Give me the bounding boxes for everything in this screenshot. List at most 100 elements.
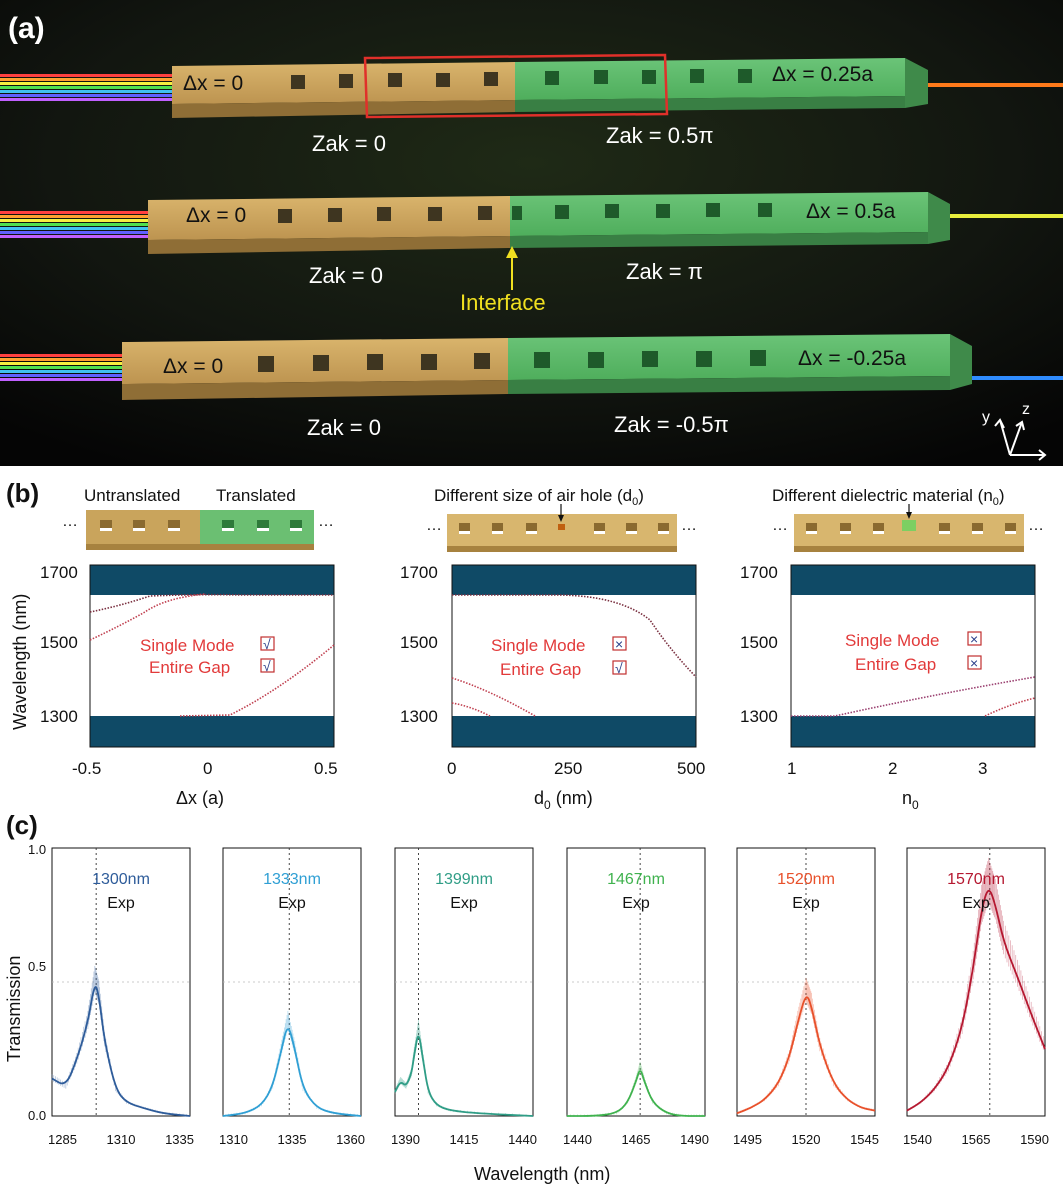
xtick-label: 1310 xyxy=(107,1132,136,1147)
xtick-label: 1440 xyxy=(508,1132,537,1147)
xtick: 0 xyxy=(447,759,456,778)
untranslated-label: Untranslated xyxy=(84,486,180,505)
entire-gap-mark-1: √ xyxy=(263,658,271,674)
ytick-1500: 1500 xyxy=(400,633,438,652)
xtick: 500 xyxy=(677,759,705,778)
row2-left-zak: Zak = 0 xyxy=(309,263,383,288)
xtick-label: 1495 xyxy=(733,1132,762,1147)
spectrum-line xyxy=(906,889,1046,1112)
band-plot-1: Single Mode √ Entire Gap √ 1700 1500 130… xyxy=(40,563,338,808)
band-plot-2: Single Mode × Entire Gap √ 1700 1500 130… xyxy=(400,563,705,812)
svg-text:…: … xyxy=(62,513,78,530)
xtick-label: 1565 xyxy=(962,1132,991,1147)
ytick-1700: 1700 xyxy=(40,563,78,582)
edge-state-upper xyxy=(89,593,334,613)
single-mode-label-2: Single Mode xyxy=(491,636,586,655)
svg-text:…: … xyxy=(772,517,788,534)
ytick-0.5: 0.5 xyxy=(28,959,46,974)
xtick-label: 1335 xyxy=(278,1132,307,1147)
xtick-label: 1310 xyxy=(219,1132,248,1147)
xtick-label: 1465 xyxy=(622,1132,651,1147)
upper-band xyxy=(791,565,1035,595)
xlabel-2: d0 (nm) xyxy=(534,788,593,812)
spectrum-panel-1: 1300nm Exp 1285 1310 1335 xyxy=(48,847,194,1147)
schematic-1: … … xyxy=(62,510,334,550)
spectrum-panel-5: 1520nm Exp 1495 1520 1545 xyxy=(733,847,879,1147)
edge-state-lower xyxy=(179,644,335,717)
upper-band xyxy=(452,565,696,595)
interface-arrowhead xyxy=(506,246,518,258)
transmission-ylabel: Transmission xyxy=(4,956,24,1062)
xtick-label: 1440 xyxy=(563,1132,592,1147)
coordinate-axes-icon xyxy=(994,418,1047,461)
spectrum-title: 1399nm xyxy=(435,871,493,888)
material-label: Different dielectric material (n0) xyxy=(772,486,1005,508)
panel-label-b: (b) xyxy=(6,478,39,508)
row1-right-zak: Zak = 0.5π xyxy=(606,123,714,148)
row1-left-zak: Zak = 0 xyxy=(312,131,386,156)
schematic-2: … … xyxy=(426,504,697,552)
transmission-xlabel: Wavelength (nm) xyxy=(474,1164,610,1184)
output-beam-2 xyxy=(950,214,1063,218)
xtick-label: 1590 xyxy=(1020,1132,1049,1147)
ytick-1300: 1300 xyxy=(40,707,78,726)
lower-band xyxy=(452,716,696,747)
output-beam-1 xyxy=(928,83,1063,87)
panel-label-c: (c) xyxy=(6,810,38,840)
xtick-label: 1520 xyxy=(792,1132,821,1147)
single-mode-mark-2: × xyxy=(615,636,623,652)
svg-text:…: … xyxy=(426,517,442,534)
spectrum-panel-3: 1399nm Exp 1390 1415 1440 xyxy=(391,847,537,1147)
single-mode-mark-1: √ xyxy=(263,636,271,652)
row1-left-dx: Δx = 0 xyxy=(183,72,243,95)
spectrum-line xyxy=(394,1035,534,1117)
single-mode-mark-3: × xyxy=(970,631,978,647)
spectrum-line xyxy=(222,1028,362,1117)
panel-label-a: (a) xyxy=(8,12,45,45)
band-ylabel: Wavelength (nm) xyxy=(10,594,30,730)
edge-state-lower xyxy=(451,702,491,717)
spectrum-subtitle: Exp xyxy=(107,895,135,912)
ytick-1500: 1500 xyxy=(40,633,78,652)
spectrum-title: 1520nm xyxy=(777,871,835,888)
waveguide-row-2: Δx = 0 Δx = 0.5a Zak = 0 Zak = π Interfa… xyxy=(0,192,1063,315)
experimental-scatter xyxy=(222,1010,358,1117)
single-mode-label-3: Single Mode xyxy=(845,631,940,650)
svg-text:…: … xyxy=(318,513,334,530)
spectrum-title: 1300nm xyxy=(92,871,150,888)
schematic-3: … … xyxy=(772,504,1044,552)
translated-label: Translated xyxy=(216,486,296,505)
spectrum-title: 1570nm xyxy=(947,871,1005,888)
edge-state-mid xyxy=(451,677,536,717)
ytick-1700: 1700 xyxy=(740,563,778,582)
svg-text:…: … xyxy=(1028,517,1044,534)
upper-band xyxy=(90,565,334,595)
input-rainbow-3 xyxy=(0,354,122,381)
ytick-1300: 1300 xyxy=(740,707,778,726)
spectrum-subtitle: Exp xyxy=(450,895,478,912)
axis-z-label: z xyxy=(1022,401,1030,418)
spectrum-subtitle: Exp xyxy=(792,895,820,912)
entire-gap-label-2: Entire Gap xyxy=(500,660,581,679)
spectrum-subtitle: Exp xyxy=(962,895,990,912)
row2-left-dx: Δx = 0 xyxy=(186,204,246,227)
row2-right-zak: Zak = π xyxy=(626,259,703,284)
row3-right-dx: Δx = -0.25a xyxy=(798,347,906,370)
edge-state-lower xyxy=(791,676,1036,717)
output-beam-3 xyxy=(972,376,1063,380)
experimental-scatter xyxy=(394,1019,527,1117)
ytick-1500: 1500 xyxy=(740,633,778,652)
spectrum-panel-2: 1333nm Exp 1310 1335 1360 xyxy=(219,847,365,1147)
entire-gap-label-1: Entire Gap xyxy=(149,658,230,677)
spectrum-subtitle: Exp xyxy=(622,895,650,912)
lower-band xyxy=(90,716,334,747)
air-hole-label: Different size of air hole (d0) xyxy=(434,486,644,508)
input-rainbow-1 xyxy=(0,74,172,101)
xtick: -0.5 xyxy=(72,759,101,778)
ytick-1700: 1700 xyxy=(400,563,438,582)
entire-gap-label-3: Entire Gap xyxy=(855,655,936,674)
xtick: 1 xyxy=(787,759,796,778)
xlabel-3: n0 xyxy=(902,788,919,812)
xtick-label: 1545 xyxy=(850,1132,879,1147)
spectrum-panel-4: 1467nm Exp 1440 1465 1490 xyxy=(563,847,709,1147)
